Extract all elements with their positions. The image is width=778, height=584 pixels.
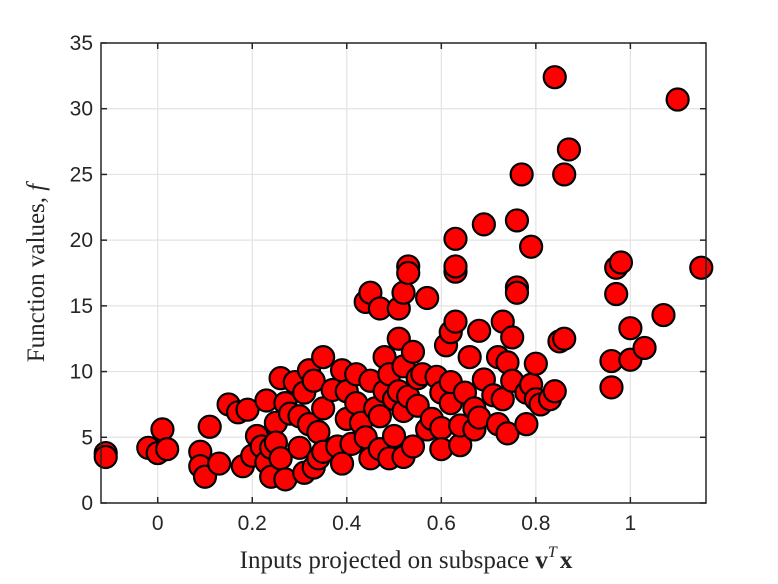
x-axis-label-sup: T bbox=[548, 544, 558, 561]
data-point bbox=[665, 87, 690, 112]
data-point bbox=[443, 309, 468, 334]
data-point bbox=[415, 285, 440, 311]
x-tick-label: 0.2 bbox=[238, 512, 267, 535]
data-point bbox=[287, 435, 312, 460]
data-point bbox=[367, 404, 392, 429]
data-point bbox=[552, 162, 577, 187]
data-point bbox=[155, 437, 180, 462]
data-point bbox=[651, 302, 676, 328]
data-point bbox=[400, 434, 426, 459]
data-point bbox=[471, 212, 496, 237]
y-tick-label: 0 bbox=[81, 492, 93, 515]
data-point bbox=[542, 65, 567, 90]
data-point bbox=[396, 260, 421, 286]
y-tick-label: 30 bbox=[70, 98, 93, 121]
x-tick-labels: 0 0.2 0.4 0.6 0.8 1 bbox=[152, 512, 636, 535]
data-point bbox=[504, 280, 530, 305]
data-point bbox=[519, 234, 544, 259]
data-point bbox=[552, 326, 577, 351]
data-point bbox=[509, 162, 534, 187]
x-axis-label-x: x bbox=[560, 547, 573, 574]
y-tick-label: 35 bbox=[70, 32, 93, 55]
x-tick-label: 0.8 bbox=[521, 512, 550, 535]
x-axis-label: Inputs projected on subspace vT x bbox=[240, 544, 573, 574]
x-axis-label-v: v bbox=[535, 547, 548, 574]
data-point bbox=[457, 345, 482, 370]
x-tick-label: 1 bbox=[625, 512, 637, 535]
data-point bbox=[301, 368, 326, 393]
data-point bbox=[632, 335, 657, 361]
y-tick-label: 15 bbox=[70, 295, 93, 318]
data-point bbox=[467, 318, 492, 343]
data-point bbox=[306, 419, 331, 445]
data-point bbox=[608, 250, 634, 275]
data-point bbox=[618, 316, 643, 341]
data-point bbox=[495, 421, 520, 446]
x-tick-label: 0 bbox=[152, 512, 164, 535]
data-point bbox=[400, 339, 426, 364]
y-tick-label: 20 bbox=[70, 229, 93, 252]
x-tick-label: 0.4 bbox=[332, 512, 362, 535]
data-point bbox=[197, 414, 222, 439]
y-tick-label: 10 bbox=[70, 361, 93, 384]
data-point bbox=[150, 417, 175, 442]
data-point bbox=[604, 281, 629, 307]
data-point bbox=[311, 345, 336, 370]
y-tick-label: 5 bbox=[81, 426, 93, 449]
data-point bbox=[599, 375, 624, 400]
data-point bbox=[514, 412, 539, 437]
data-point bbox=[556, 137, 582, 162]
data-point bbox=[542, 379, 567, 404]
x-tick-label: 0.6 bbox=[427, 512, 456, 535]
data-point bbox=[504, 208, 530, 233]
axes-box bbox=[100, 42, 707, 504]
data-point bbox=[207, 451, 232, 476]
data-point bbox=[381, 423, 407, 449]
data-point bbox=[523, 351, 548, 376]
tick-marks bbox=[101, 42, 706, 504]
data-point bbox=[443, 226, 468, 251]
y-axis-label: Function values, f bbox=[23, 181, 50, 363]
data-point bbox=[391, 280, 416, 305]
y-axis-label-f: f bbox=[23, 181, 50, 191]
y-tick-labels: 0 5 10 15 20 25 30 35 bbox=[70, 32, 93, 515]
data-point bbox=[235, 397, 260, 422]
y-tick-label: 25 bbox=[70, 163, 93, 186]
data-point bbox=[329, 451, 355, 476]
data-point bbox=[689, 255, 714, 280]
data-point bbox=[443, 254, 468, 279]
data-point bbox=[93, 444, 118, 470]
data-points bbox=[93, 65, 714, 492]
data-point bbox=[500, 325, 525, 350]
